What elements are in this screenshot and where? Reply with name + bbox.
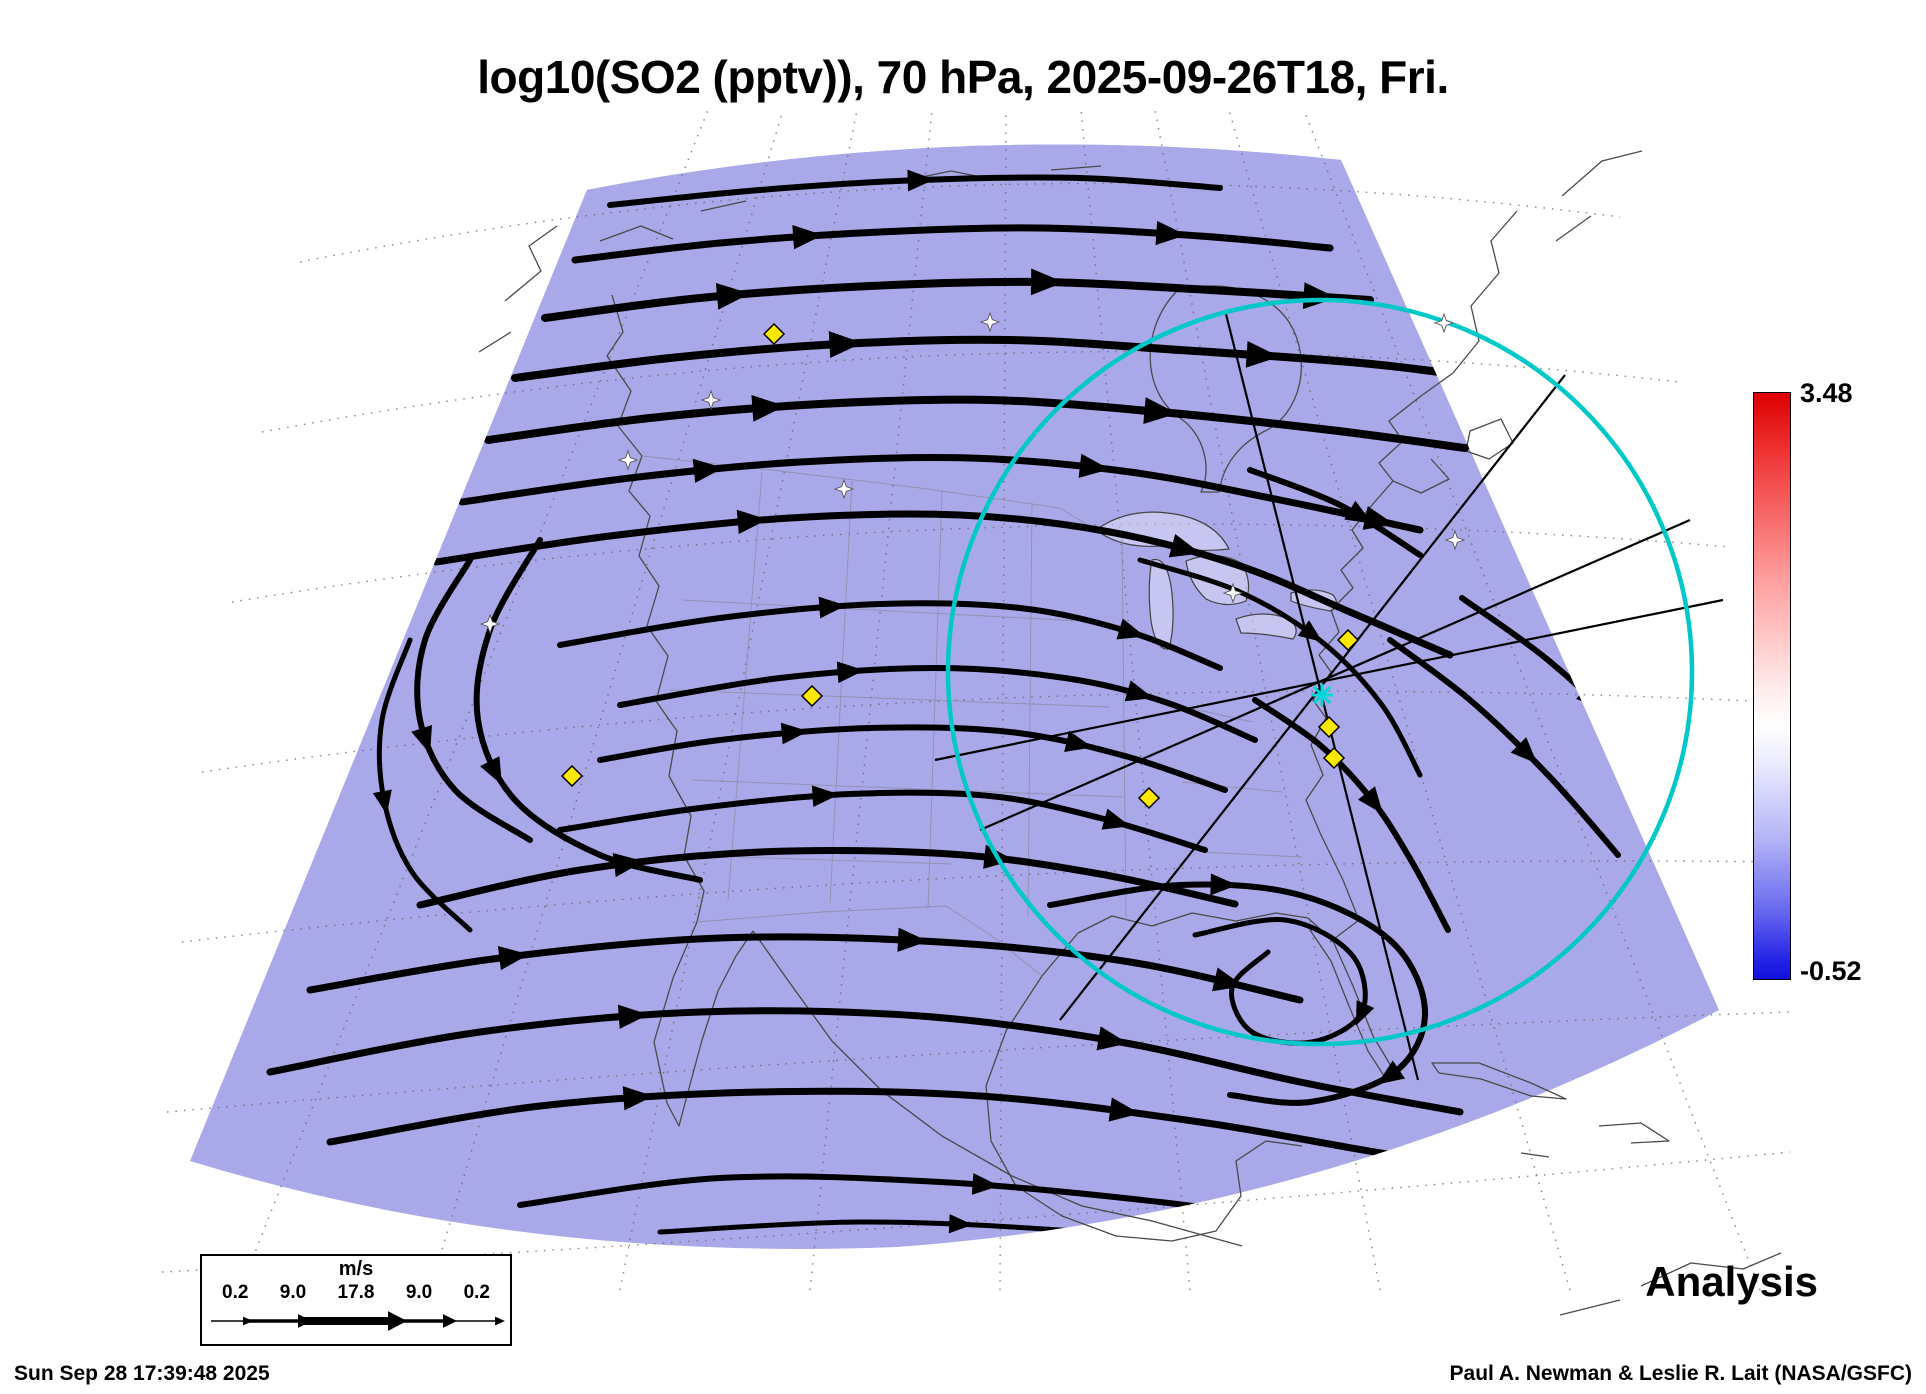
colorbar-gradient: [1753, 392, 1791, 980]
figure-title: log10(SO2 (pptv)), 70 hPa, 2025-09-26T18…: [477, 51, 1449, 103]
colorbar-max-label: 3.48: [1800, 378, 1853, 408]
wind-tick: 0.2: [222, 1282, 249, 1303]
wind-arrow-glyph: [211, 1311, 505, 1331]
wind-tick: 0.2: [463, 1282, 490, 1303]
wind-legend-ticks: 0.2 9.0 17.8 9.0 0.2: [202, 1282, 510, 1304]
analysis-label: Analysis: [1645, 1258, 1818, 1305]
credit: Paul A. Newman & Leslie R. Lait (NASA/GS…: [1449, 1362, 1912, 1385]
colorbar-min-label: -0.52: [1800, 956, 1862, 986]
wind-tick: 17.8: [337, 1282, 375, 1303]
generated-timestamp: Sun Sep 28 17:39:48 2025: [14, 1362, 270, 1385]
wind-speed-legend: m/s 0.2 9.0 17.8 9.0 0.2: [200, 1254, 512, 1346]
wind-legend-units: m/s: [338, 1258, 374, 1280]
wind-tick: 9.0: [405, 1282, 433, 1303]
wind-tick: 9.0: [279, 1282, 307, 1303]
